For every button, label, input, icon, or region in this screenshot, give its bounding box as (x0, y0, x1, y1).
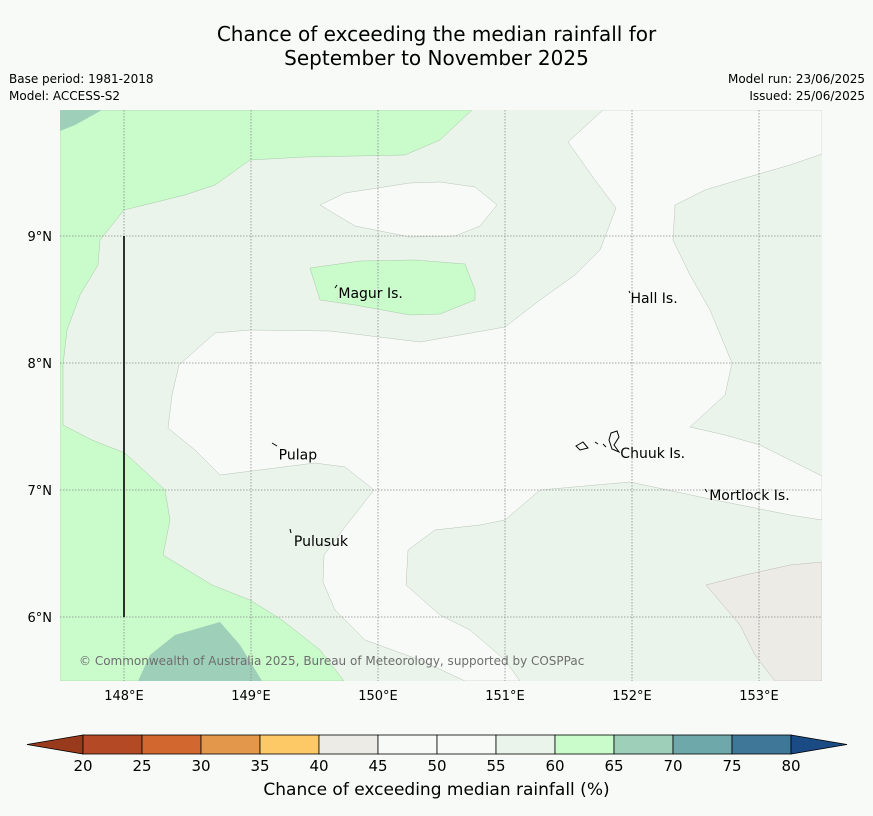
band-65-70-south (138, 622, 262, 681)
colorbar-swatch (141, 734, 202, 755)
model-run-text: Model run: 23/06/2025 (727, 72, 865, 86)
colorbar-tick-label: 50 (427, 757, 446, 775)
lon-tick-label: 152°E (612, 689, 652, 704)
metadata-left: Base period: 1981-2018 Model: ACCESS-S2 (9, 71, 154, 105)
place-label: Pulap (279, 447, 318, 463)
colorbar-tick-label: 20 (73, 757, 92, 775)
colorbar-swatch (554, 734, 615, 755)
place-labels: Magur Is. Hall Is. Pulap Chuuk Is. Mortlock … (279, 286, 790, 550)
colorbar-swatch (82, 734, 143, 755)
colorbar-tick-label: 25 (132, 757, 151, 775)
place-label: Pulusuk (294, 534, 349, 550)
place-label: Mortlock Is. (709, 488, 789, 504)
copyright-text: © Commonwealth of Australia 2025, Bureau… (79, 654, 584, 668)
lon-tick-label: 148°E (104, 689, 144, 704)
lat-tick-label: 7°N (28, 484, 53, 499)
colorbar-tick-label: 35 (250, 757, 269, 775)
lon-tick-label: 150°E (358, 689, 398, 704)
colorbar-swatch (259, 734, 320, 755)
colorbar-swatch (672, 734, 733, 755)
colorbar-over-arrow (790, 734, 848, 755)
colorbar-under-arrow (26, 734, 84, 755)
title-line-2: September to November 2025 (284, 46, 589, 70)
place-label: Hall Is. (630, 291, 677, 307)
band-60-65-west (60, 110, 473, 681)
colorbar-label: Chance of exceeding median rainfall (%) (263, 780, 610, 800)
colorbar-tick-label: 40 (309, 757, 328, 775)
colorbar-swatch (436, 734, 497, 755)
colorbar: 20 25 30 35 40 45 50 55 60 65 70 75 80 (26, 734, 848, 775)
lat-tick-label: 9°N (28, 230, 53, 245)
colorbar-tick-label: 80 (781, 757, 800, 775)
colorbar-tick-label: 75 (722, 757, 741, 775)
band-65-70-nw (60, 110, 102, 131)
latitude-labels: 9°N 8°N 7°N 6°N (28, 230, 53, 626)
colorbar-swatch (318, 734, 379, 755)
lon-tick-label: 153°E (739, 689, 779, 704)
band-40-45-se (705, 561, 822, 681)
band-60-65-magur (309, 259, 476, 316)
colorbar-tick-label: 70 (663, 757, 682, 775)
place-label: Magur Is. (338, 286, 403, 302)
longitude-labels: 148°E 149°E 150°E 151°E 152°E 153°E (104, 689, 779, 704)
colorbar-swatch (495, 734, 556, 755)
colorbar-swatch (731, 734, 792, 755)
issued-text: Issued: 25/06/2025 (749, 89, 865, 103)
title-line-1: Chance of exceeding the median rainfall … (216, 22, 657, 46)
band-45-55-north-island (319, 181, 498, 238)
place-label: Chuuk Is. (620, 446, 685, 462)
lon-tick-label: 149°E (231, 689, 271, 704)
colorbar-tick-label: 60 (545, 757, 564, 775)
colorbar-swatch (377, 734, 438, 755)
map-title: Chance of exceeding the median rainfall … (0, 22, 873, 70)
model-text: Model: ACCESS-S2 (9, 89, 121, 103)
lon-tick-label: 151°E (485, 689, 525, 704)
colorbar-tick-label: 45 (368, 757, 387, 775)
colorbar-tick-label: 65 (604, 757, 623, 775)
base-period-text: Base period: 1981-2018 (9, 72, 154, 86)
probability-map (60, 110, 822, 681)
island-outlines (271, 284, 708, 534)
lat-tick-label: 6°N (28, 611, 53, 626)
colorbar-tick-label: 55 (486, 757, 505, 775)
lat-tick-label: 8°N (28, 357, 53, 372)
colorbar-swatch (200, 734, 261, 755)
colorbar-swatch (613, 734, 674, 755)
colorbar-tick-label: 30 (191, 757, 210, 775)
metadata-right: Model run: 23/06/2025 Issued: 25/06/2025 (728, 71, 865, 105)
